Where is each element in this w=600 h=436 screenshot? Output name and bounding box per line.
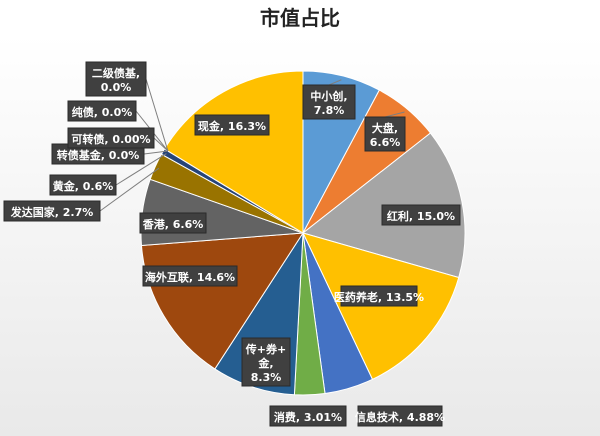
data-label-2: 红利, 15.0% <box>381 204 461 226</box>
leader-line-14 <box>145 78 169 152</box>
data-label-box <box>269 405 347 427</box>
data-label-text: 发达国家, 2.7% <box>10 205 94 219</box>
data-label-text: 6.6% <box>370 136 401 149</box>
data-label-12: 可转债, 0.00% <box>67 127 155 149</box>
data-label-text: 传+券+ <box>245 342 286 356</box>
data-label-box <box>67 100 137 122</box>
data-label-text: 消费, 3.01% <box>274 410 342 424</box>
data-label-text: 大盘, <box>372 121 398 135</box>
data-label-text: 医药养老, 13.5% <box>334 290 424 304</box>
leader-line-9 <box>99 167 160 212</box>
data-label-1: 大盘,6.6% <box>364 116 406 152</box>
data-label-13: 纯债, 0.0% <box>67 100 137 122</box>
data-label-box <box>357 405 443 427</box>
pie-slice-15 <box>163 70 304 234</box>
data-label-text: 红利, 15.0% <box>387 209 455 223</box>
data-label-text: 转债基金, 0.0% <box>57 148 140 162</box>
data-label-text: 可转债, 0.00% <box>71 132 150 146</box>
data-label-11: 转债基金, 0.0% <box>51 143 145 165</box>
leader-line-1 <box>384 111 405 118</box>
data-label-text: 0.0% <box>101 81 132 94</box>
data-label-box <box>241 337 291 387</box>
data-label-text: 金, <box>257 356 273 370</box>
data-label-text: 中小创, <box>310 89 347 103</box>
data-label-3: 医药养老, 13.5% <box>334 285 424 307</box>
data-label-text: 信息技术, 4.88% <box>355 410 445 424</box>
data-label-text: 香港, 6.6% <box>142 217 204 231</box>
data-label-text: 8.3% <box>251 371 282 384</box>
chart-title: 市值占比 <box>260 6 340 30</box>
data-label-text: 纯债, 0.0% <box>72 105 133 119</box>
data-label-box <box>364 116 406 152</box>
data-label-6: 传+券+金,8.3% <box>241 337 291 387</box>
data-label-box <box>194 114 270 136</box>
leader-line-11 <box>143 150 168 155</box>
data-label-box <box>381 204 461 226</box>
leader-line-10 <box>115 153 167 186</box>
data-label-15: 现金, 16.3% <box>194 114 270 136</box>
data-label-box <box>67 127 155 149</box>
data-label-box <box>49 174 117 196</box>
data-label-14: 二级债基,0.0% <box>85 61 147 97</box>
data-label-text: 现金, 16.3% <box>198 119 266 133</box>
data-label-8: 香港, 6.6% <box>139 212 207 234</box>
data-label-box <box>302 84 356 120</box>
data-label-text: 二级债基, <box>92 66 140 80</box>
data-label-7: 海外互联, 14.6% <box>142 265 238 287</box>
data-label-0: 中小创,7.8% <box>302 84 356 120</box>
data-label-box <box>142 265 238 287</box>
data-label-10: 黄金, 0.6% <box>49 174 117 196</box>
data-label-box <box>340 285 418 307</box>
data-label-box <box>85 61 147 97</box>
data-label-4: 信息技术, 4.88% <box>355 405 445 427</box>
data-label-9: 发达国家, 2.7% <box>3 200 101 222</box>
data-label-text: 黄金, 0.6% <box>53 179 114 193</box>
data-label-text: 7.8% <box>314 104 345 117</box>
data-label-text: 海外互联, 14.6% <box>145 270 235 284</box>
data-label-box <box>3 200 101 222</box>
data-label-5: 消费, 3.01% <box>269 405 347 427</box>
data-label-box <box>139 212 207 234</box>
leader-line-0 <box>328 79 342 86</box>
